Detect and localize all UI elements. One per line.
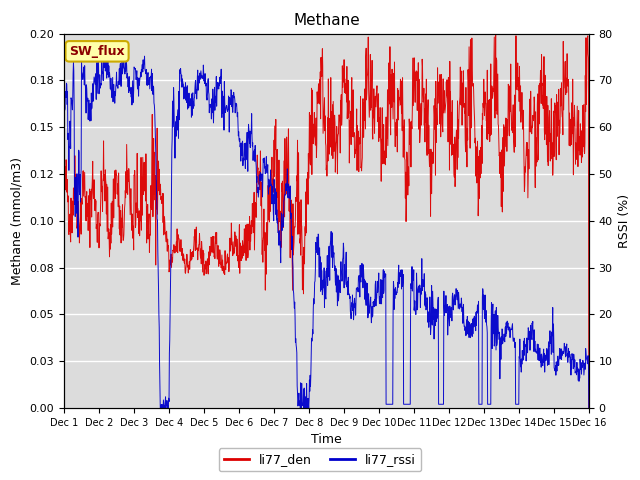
Title: Methane: Methane (293, 13, 360, 28)
X-axis label: Time: Time (311, 433, 342, 446)
Text: SW_flux: SW_flux (69, 45, 125, 58)
Y-axis label: RSSI (%): RSSI (%) (618, 194, 631, 248)
Legend: li77_den, li77_rssi: li77_den, li77_rssi (219, 448, 421, 471)
Y-axis label: Methane (mmol/m3): Methane (mmol/m3) (11, 157, 24, 285)
